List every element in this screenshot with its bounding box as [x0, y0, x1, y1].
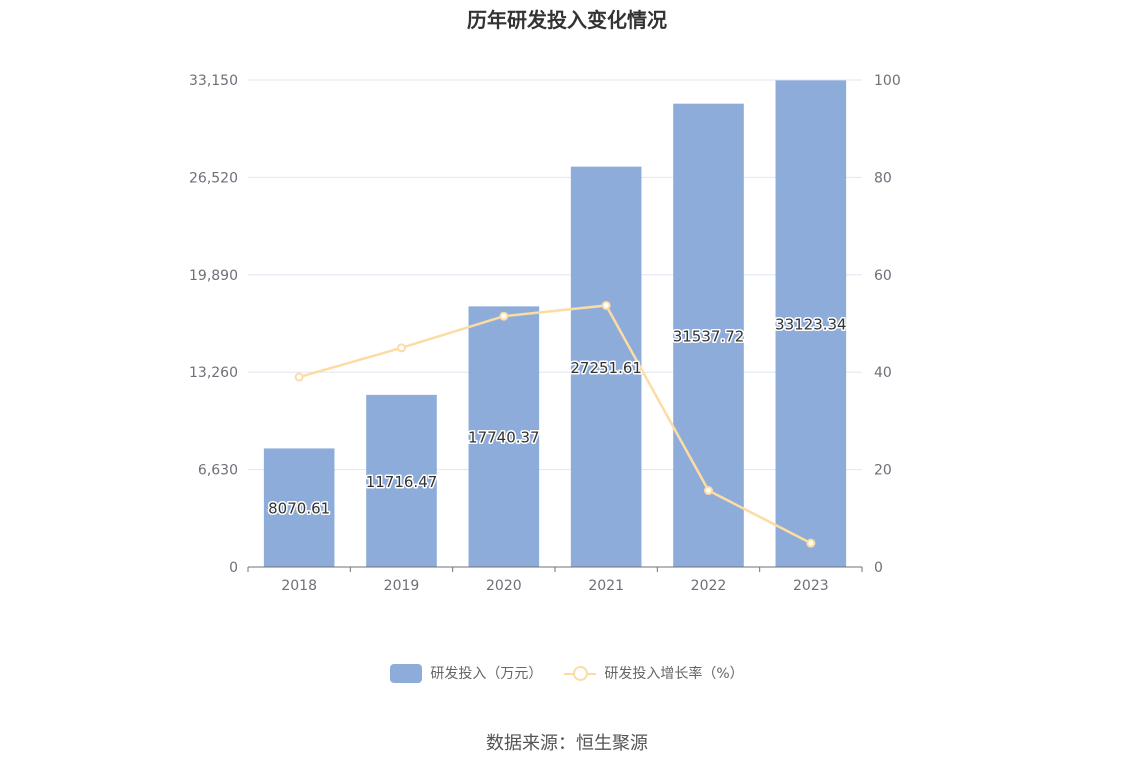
bar-data-label: 8070.61	[268, 500, 330, 518]
x-tick-label: 2023	[793, 578, 829, 594]
y-left-tick-label: 0	[229, 560, 238, 576]
bar-data-label: 17740.37	[468, 429, 540, 447]
x-tick-label: 2021	[588, 578, 624, 594]
legend: 研发投入（万元） 研发投入增长率（%）	[0, 663, 1134, 683]
y-right-tick-label: 20	[874, 463, 892, 479]
source-note: 数据来源：恒生聚源	[486, 733, 648, 754]
bar-data-label: 11716.47	[366, 473, 438, 491]
legend-line-label: 研发投入增长率（%）	[604, 666, 744, 682]
bar-data-label: 31537.72	[673, 327, 745, 345]
x-tick-label: 2019	[384, 578, 420, 594]
y-left-tick-label: 26,520	[189, 170, 238, 186]
growth-rate-point	[806, 538, 816, 548]
chart-title: 历年研发投入变化情况	[467, 8, 667, 32]
x-tick-label: 2020	[486, 578, 522, 594]
x-tick-label: 2022	[691, 578, 727, 594]
y-left-tick-label: 6,630	[198, 463, 238, 479]
y-left-tick-label: 13,260	[189, 365, 238, 381]
legend-bar-swatch	[390, 663, 423, 683]
y-right-tick-label: 100	[874, 73, 901, 89]
y-left-tick-label: 33,150	[189, 73, 238, 89]
growth-rate-line	[298, 304, 812, 545]
bar	[263, 448, 335, 567]
y-right-tick-label: 60	[874, 268, 892, 284]
legend-item-bar[interactable]: 研发投入（万元）	[390, 663, 542, 683]
y-right-tick-label: 0	[874, 560, 883, 576]
bar-data-label: 27251.61	[570, 359, 642, 377]
bar-data-label: 33123.34	[775, 316, 847, 334]
y-left-tick-label: 19,890	[189, 268, 238, 284]
growth-rate-point	[601, 300, 611, 310]
legend-item-line[interactable]: 研发投入增长率（%）	[564, 663, 744, 683]
growth-rate-point	[499, 311, 509, 321]
bar	[366, 394, 437, 567]
x-tick-label: 2018	[281, 578, 317, 594]
bar	[775, 80, 847, 567]
growth-rate-point	[294, 372, 304, 382]
y-right-tick-label: 80	[874, 170, 892, 186]
y-right-tick-label: 40	[874, 365, 892, 381]
bar	[468, 306, 540, 567]
growth-rate-point	[704, 486, 713, 496]
bar	[570, 166, 642, 567]
legend-line-swatch	[564, 664, 597, 683]
growth-rate-point	[397, 343, 406, 353]
legend-bar-label: 研发投入（万元）	[430, 666, 543, 682]
